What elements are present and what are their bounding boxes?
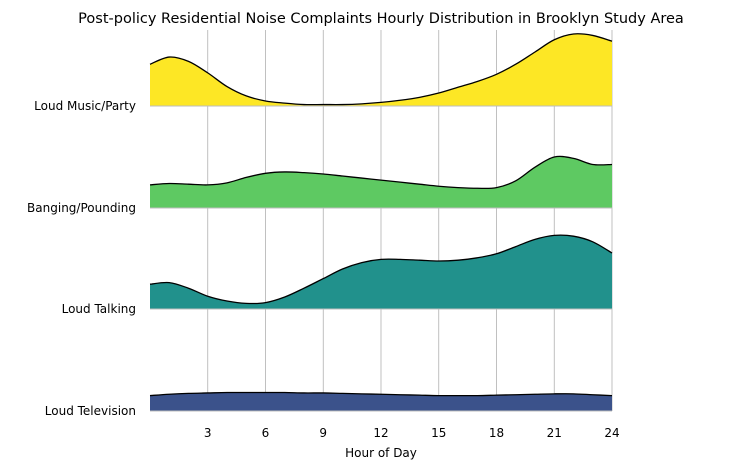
ridge-area-banging-pounding bbox=[150, 156, 612, 208]
x-tick-label-2: 9 bbox=[319, 426, 327, 440]
ridge-line-loud-talking bbox=[149, 234, 613, 305]
ridge-line-loud-television bbox=[149, 391, 613, 397]
x-axis-label: Hour of Day bbox=[345, 446, 417, 460]
ridge-line-banging-pounding bbox=[149, 155, 613, 190]
x-tick-labels: 3 6 9 12 15 18 21 24 bbox=[204, 426, 620, 440]
y-label-loud-music-party: Loud Music/Party bbox=[34, 99, 136, 113]
y-label-loud-talking: Loud Talking bbox=[62, 302, 136, 316]
ridge-area-loud-talking bbox=[150, 235, 612, 309]
x-tick-label-1: 6 bbox=[262, 426, 270, 440]
x-tick-label-0: 3 bbox=[204, 426, 212, 440]
x-tick-label-4: 15 bbox=[431, 426, 446, 440]
y-label-loud-television: Loud Television bbox=[45, 404, 136, 418]
y-category-labels: Loud Music/Party Banging/Pounding Loud Tal… bbox=[27, 99, 136, 418]
x-tick-label-6: 21 bbox=[547, 426, 562, 440]
ridge-line-loud-music-party bbox=[149, 33, 613, 106]
x-tick-label-3: 12 bbox=[373, 426, 388, 440]
chart-title: Post-policy Residential Noise Complaints… bbox=[78, 11, 684, 27]
y-label-banging-pounding: Banging/Pounding bbox=[27, 201, 136, 215]
ridges bbox=[149, 33, 613, 412]
x-tick-label-5: 18 bbox=[489, 426, 504, 440]
ridge-area-loud-music-party bbox=[150, 33, 612, 106]
x-tick-label-7: 24 bbox=[604, 426, 619, 440]
ridge-area-loud-television bbox=[150, 392, 612, 411]
